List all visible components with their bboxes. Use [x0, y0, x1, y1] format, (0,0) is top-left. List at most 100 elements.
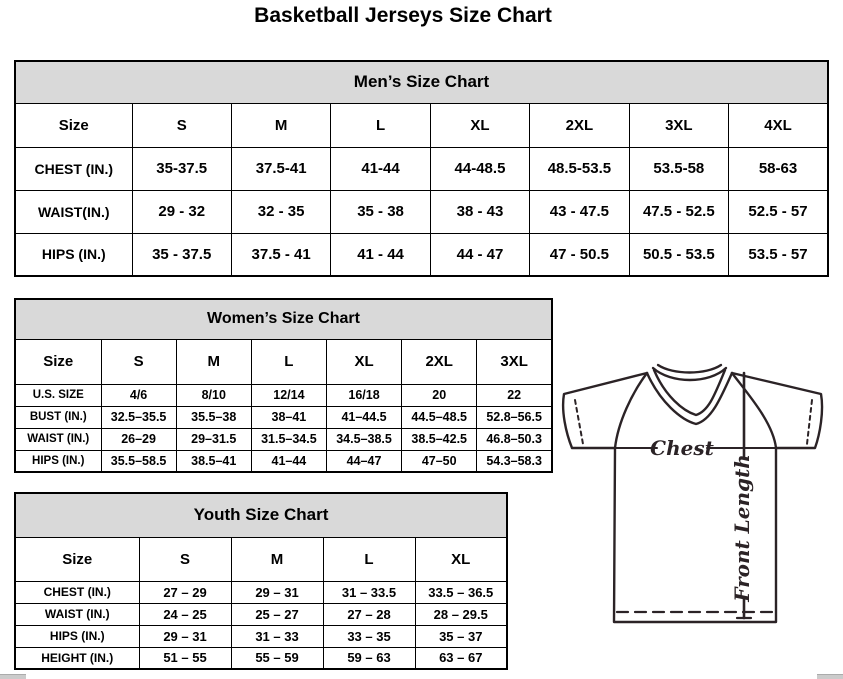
size-value-cell: 35-37.5 [131, 146, 232, 191]
size-value-cell: 55 – 59 [230, 646, 324, 670]
size-value-cell: 20 [401, 383, 478, 407]
size-value-cell: 4/6 [100, 383, 177, 407]
table-row: BUST (IN.) 32.5–35.5 35.5–38 38–41 41–44.5 44… [14, 405, 553, 429]
size-value-cell: 54.3–58.3 [476, 449, 553, 473]
size-value-cell: 35 - 38 [330, 189, 431, 234]
size-value-cell: 12/14 [250, 383, 327, 407]
size-value-cell: 58-63 [728, 146, 829, 191]
column-header: M [175, 338, 252, 385]
row-label: WAIST(IN.) [14, 189, 133, 234]
size-value-cell: 33 – 35 [322, 624, 416, 648]
size-value-cell: 16/18 [325, 383, 403, 407]
size-value-cell: 31 – 33.5 [322, 580, 416, 604]
table-row: HIPS (IN.) 35 - 37.5 37.5 - 41 41 - 44 44 - … [14, 232, 829, 277]
table-row: HIPS (IN.) 35.5–58.5 38.5–41 41–44 44–47 47–5… [14, 449, 553, 473]
table-row: HIPS (IN.) 29 – 31 31 – 33 33 – 35 35 – 37 [14, 624, 508, 648]
size-value-cell: 48.5-53.5 [529, 146, 630, 191]
column-header: 4XL [728, 102, 829, 148]
size-value-cell: 41–44.5 [325, 405, 403, 429]
jersey-outline-icon: Chest Front Length [561, 363, 824, 624]
size-value-cell: 28 – 29.5 [414, 602, 508, 626]
size-value-cell: 27 – 29 [138, 580, 232, 604]
jersey-left-cuff-dashes [574, 399, 584, 445]
column-header: L [322, 536, 416, 582]
column-header: 2XL [529, 102, 630, 148]
size-value-cell: 38.5–42.5 [401, 427, 478, 451]
size-value-cell: 46.8–50.3 [476, 427, 553, 451]
size-value-cell: 41–44 [250, 449, 327, 473]
column-header: 3XL [628, 102, 730, 148]
mens-table-caption: Men’s Size Chart [14, 60, 829, 104]
size-value-cell: 29 - 32 [131, 189, 232, 234]
jersey-right-armhole [730, 371, 778, 450]
size-value-cell: 22 [476, 383, 553, 407]
size-value-cell: 52.5 - 57 [728, 189, 829, 234]
column-header: Size [14, 536, 140, 582]
table-row: WAIST (IN.) 24 – 25 25 – 27 27 – 28 28 – 29.… [14, 602, 508, 626]
horizontal-scrollbar-stub-left[interactable] [0, 674, 26, 679]
column-header-row: Size S M L XL 2XL 3XL 4XL [14, 102, 829, 148]
size-value-cell: 37.5 - 41 [230, 232, 332, 277]
size-value-cell: 38 - 43 [429, 189, 531, 234]
youth-table-caption: Youth Size Chart [14, 492, 508, 538]
column-header: M [230, 102, 332, 148]
size-value-cell: 51 – 55 [138, 646, 232, 670]
size-value-cell: 26–29 [100, 427, 177, 451]
size-value-cell: 53.5-58 [628, 146, 730, 191]
column-header: 3XL [476, 338, 553, 385]
column-header: S [131, 102, 232, 148]
size-value-cell: 47–50 [401, 449, 478, 473]
womens-table-caption: Women’s Size Chart [14, 298, 553, 340]
chest-label: Chest [650, 436, 714, 460]
size-value-cell: 44-48.5 [429, 146, 531, 191]
jersey-left-sleeve [561, 371, 649, 450]
row-label: WAIST (IN.) [14, 427, 102, 451]
size-value-cell: 53.5 - 57 [728, 232, 829, 277]
size-value-cell: 44 - 47 [429, 232, 531, 277]
womens-size-table: Women’s Size Chart Size S M L XL 2XL 3XL U.S. … [14, 298, 553, 473]
size-value-cell: 35 - 37.5 [131, 232, 232, 277]
size-value-cell: 27 – 28 [322, 602, 416, 626]
row-label: WAIST (IN.) [14, 602, 140, 626]
table-row: WAIST(IN.) 29 - 32 32 - 35 35 - 38 38 - 43 43… [14, 189, 829, 234]
column-header: 2XL [401, 338, 478, 385]
size-value-cell: 44.5–48.5 [401, 405, 478, 429]
jersey-back-collar-inner [656, 363, 723, 374]
column-header: L [330, 102, 431, 148]
front-length-label: Front Length [730, 454, 754, 603]
size-value-cell: 32.5–35.5 [100, 405, 177, 429]
mens-size-table: Men’s Size Chart Size S M L XL 2XL 3XL 4XL CHES… [14, 60, 829, 277]
page-title: Basketball Jerseys Size Chart [254, 4, 552, 27]
size-value-cell: 35 – 37 [414, 624, 508, 648]
size-value-cell: 47.5 - 52.5 [628, 189, 730, 234]
size-value-cell: 31.5–34.5 [250, 427, 327, 451]
jersey-body [612, 446, 778, 624]
row-label: HEIGHT (IN.) [14, 646, 140, 670]
column-header-row: Size S M L XL [14, 536, 508, 582]
size-value-cell: 29 – 31 [138, 624, 232, 648]
row-label: HIPS (IN.) [14, 232, 133, 277]
jersey-left-armhole [613, 371, 649, 450]
row-label: U.S. SIZE [14, 383, 102, 407]
jersey-right-sleeve [730, 371, 824, 450]
jersey-back-collar [651, 366, 728, 382]
size-value-cell: 29 – 31 [230, 580, 324, 604]
column-header: XL [429, 102, 531, 148]
size-value-cell: 33.5 – 36.5 [414, 580, 508, 604]
caption-row: Youth Size Chart [14, 492, 508, 538]
column-header-row: Size S M L XL 2XL 3XL [14, 338, 553, 385]
caption-row: Men’s Size Chart [14, 60, 829, 104]
size-value-cell: 52.8–56.5 [476, 405, 553, 429]
size-value-cell: 59 – 63 [322, 646, 416, 670]
size-value-cell: 32 - 35 [230, 189, 332, 234]
horizontal-scrollbar-stub-right[interactable] [817, 674, 843, 679]
size-value-cell: 29–31.5 [175, 427, 252, 451]
size-value-cell: 63 – 67 [414, 646, 508, 670]
table-row: CHEST (IN.) 35-37.5 37.5-41 41-44 44-48.5 48.… [14, 146, 829, 191]
size-value-cell: 47 - 50.5 [529, 232, 630, 277]
row-label: CHEST (IN.) [14, 146, 133, 191]
size-value-cell: 43 - 47.5 [529, 189, 630, 234]
jersey-right-cuff-dashes [806, 399, 813, 445]
size-value-cell: 34.5–38.5 [325, 427, 403, 451]
row-label: HIPS (IN.) [14, 624, 140, 648]
